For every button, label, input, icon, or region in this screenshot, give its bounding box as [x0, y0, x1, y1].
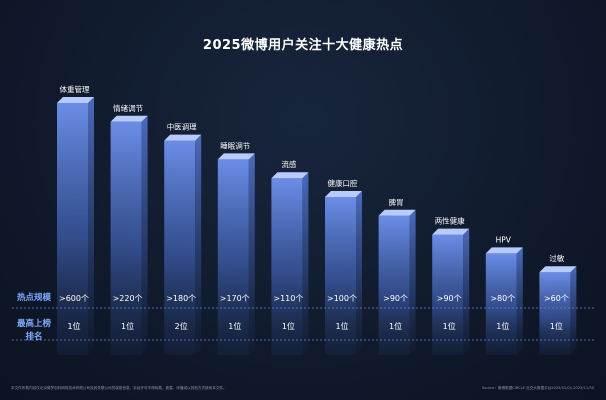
bar-top-6 [325, 191, 362, 197]
heat-scale-row-label: 热点规模 [16, 293, 51, 303]
heat-scale-value-2: >220个 [112, 294, 143, 303]
bar-5: 流感 [271, 159, 309, 355]
category-label-9: HPV [496, 235, 512, 244]
top-rank-value-3: 2位 [174, 322, 188, 331]
bar-7: 脾胃 [378, 197, 416, 355]
bar-2: 情绪调节 [110, 103, 148, 355]
top-rank-value-7: 1位 [389, 322, 403, 331]
heat-scale-value-1: >600个 [59, 294, 89, 303]
bar-front-2 [110, 121, 142, 355]
bar-top-3 [164, 134, 202, 141]
top-rank-value-5: 1位 [281, 322, 295, 331]
footnote-source: Source：微博数据CIRCLE 社交大数据平台2025/01/01-2025… [481, 386, 594, 390]
page-title: 2025微博用户关注十大健康热点 [202, 38, 404, 53]
top-rank-value-2: 1位 [121, 322, 135, 331]
bar-front-9 [485, 253, 517, 355]
category-label-2: 情绪调节 [113, 103, 143, 113]
category-label-7: 脾胃 [389, 197, 404, 207]
category-label-6: 健康口腔 [328, 178, 358, 188]
bar-8: 两性健康 [432, 216, 470, 355]
category-label-5: 流感 [281, 159, 296, 169]
category-label-3: 中医调理 [167, 122, 197, 132]
bar-9: HPV [485, 235, 523, 355]
bar-side-2 [141, 115, 148, 355]
heat-scale-value-3: >180个 [166, 294, 197, 303]
top-rank-value-10: 1位 [549, 322, 563, 331]
bar-4: 睡眠调节 [217, 141, 255, 355]
top-rank-value-6: 1位 [335, 322, 349, 331]
top-rank-value-8: 1位 [442, 322, 456, 331]
bar-top-10 [539, 266, 577, 273]
heat-scale-value-8: >90个 [436, 294, 462, 303]
bar-front-10 [539, 272, 571, 355]
bar-side-5 [302, 172, 309, 355]
bar-6: 健康口腔 [325, 178, 362, 355]
bar-top-1 [57, 97, 94, 103]
category-label-8: 两性健康 [435, 216, 465, 226]
bar-front-4 [217, 159, 249, 355]
bar-side-9 [516, 247, 523, 355]
bar-side-3 [195, 134, 202, 355]
bar-top-8 [432, 228, 470, 235]
bar-1: 体重管理 [57, 84, 94, 355]
heat-scale-value-9: >80个 [490, 294, 516, 303]
bar-top-4 [217, 153, 255, 160]
category-label-1: 体重管理 [60, 84, 90, 94]
bar-side-7 [409, 209, 416, 355]
bar-front-7 [378, 215, 410, 355]
footnote-confidential: 本文件所载内容仅北京微梦创科网络技术有限公司及其关联公司的保密信息，未经许可不得… [11, 386, 227, 390]
bar-side-10 [570, 266, 577, 355]
top-rank-row-label: 最高上榜排名 [16, 319, 51, 342]
top-rank-value-1: 1位 [67, 322, 81, 331]
bar-side-1 [88, 97, 94, 355]
bar-side-6 [356, 191, 362, 355]
bar-top-5 [271, 172, 309, 179]
heat-scale-value-10: >60个 [543, 294, 569, 303]
bar-front-1 [57, 103, 88, 355]
category-label-10: 过敏 [549, 253, 564, 263]
category-label-4: 睡眠调节 [220, 141, 250, 150]
bar-front-6 [325, 197, 356, 355]
bar-top-9 [485, 247, 523, 254]
bar-front-8 [432, 234, 464, 355]
bar-front-5 [271, 178, 303, 355]
bar-side-8 [463, 228, 470, 355]
bar-top-2 [110, 115, 148, 122]
bar-top-7 [378, 209, 416, 216]
heat-scale-value-5: >110个 [273, 294, 304, 303]
bar-3: 中医调理 [164, 122, 202, 355]
bar-front-3 [164, 140, 196, 355]
heat-scale-value-6: >100个 [327, 294, 357, 303]
bar-side-4 [248, 153, 255, 355]
top-rank-value-4: 1位 [228, 322, 242, 331]
top-rank-value-9: 1位 [496, 322, 510, 331]
heat-scale-value-4: >170个 [219, 294, 250, 303]
bar-10: 过敏 [539, 253, 577, 355]
heat-scale-value-7: >90个 [383, 294, 409, 303]
